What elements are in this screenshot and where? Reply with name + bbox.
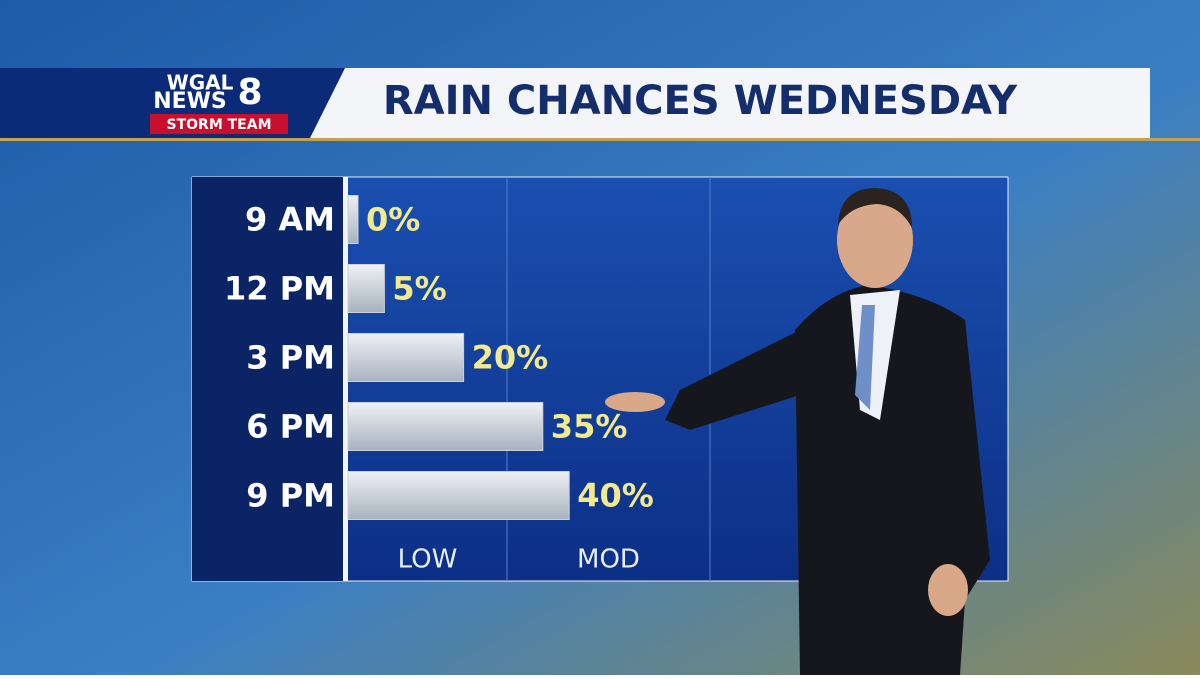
- bar: [347, 264, 385, 313]
- value-label: 35%: [551, 408, 628, 446]
- value-label: 20%: [472, 339, 549, 377]
- bar: [347, 402, 544, 451]
- banner-rule: [0, 138, 1200, 141]
- label-column: [192, 177, 344, 581]
- zone-label: MOD: [577, 545, 640, 575]
- zone-label: LOW: [398, 545, 458, 575]
- category-label: 3 PM: [246, 339, 335, 377]
- value-label: 5%: [392, 270, 446, 308]
- value-label: 40%: [577, 477, 654, 515]
- category-label: 9 AM: [245, 201, 335, 239]
- logo-team: STORM TEAM: [167, 117, 272, 133]
- logo-team-box: [150, 114, 288, 134]
- presenter: [605, 188, 990, 675]
- chart-title: RAIN CHANCES WEDNESDAY: [383, 78, 1018, 124]
- bar: [347, 471, 570, 520]
- category-label: 6 PM: [246, 408, 335, 446]
- logo-number: 8: [237, 72, 262, 113]
- bar: [347, 195, 359, 244]
- category-label: 9 PM: [246, 477, 335, 515]
- logo-news: NEWS: [153, 89, 227, 114]
- value-label: 0%: [366, 201, 420, 239]
- title-banner: [310, 68, 1150, 138]
- axis-divider: [343, 177, 348, 581]
- logo-station: WGAL: [167, 71, 234, 95]
- category-label: 12 PM: [224, 270, 335, 308]
- bar: [347, 333, 465, 382]
